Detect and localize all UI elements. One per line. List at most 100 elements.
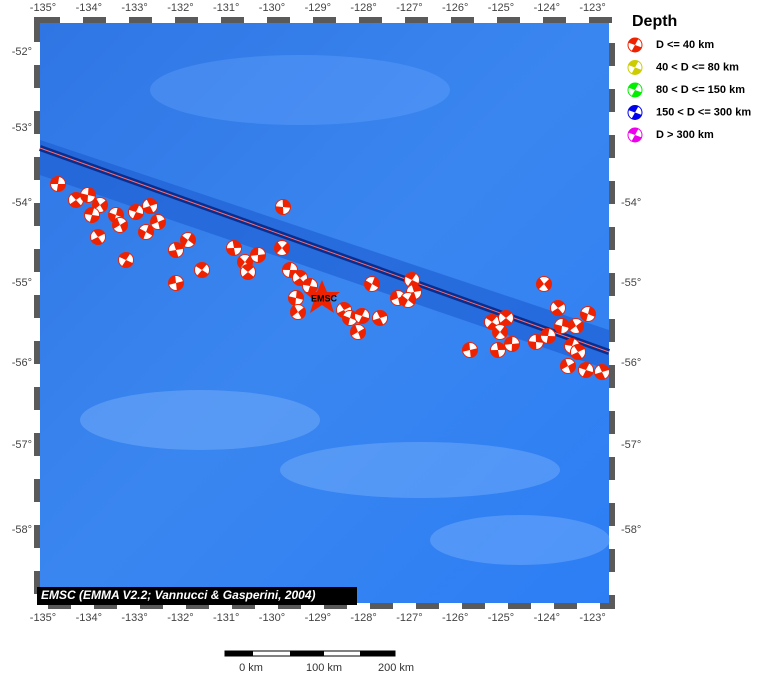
beachball-quadrant: [350, 325, 366, 339]
epicenter-star: [304, 280, 340, 313]
beachball-quadrant: [342, 310, 358, 326]
lon-label-top: -127°: [396, 2, 422, 14]
lat-label-right: -55°: [621, 277, 641, 289]
lon-label-top: -129°: [305, 2, 331, 14]
frame-ticks: [34, 17, 615, 609]
lon-label-bottom: -124°: [534, 612, 560, 624]
beachball-quadrant: [195, 262, 209, 278]
beachball-quadrant: [540, 328, 556, 344]
beachball-quadrant: [226, 240, 242, 256]
epicenter-label: EMSC: [311, 293, 338, 303]
lon-label-bottom: -130°: [259, 612, 285, 624]
beachball-quadrant: [150, 214, 166, 230]
beachball-quadrant: [372, 310, 388, 326]
lon-label-bottom: -127°: [396, 612, 422, 624]
beachball-quadrant: [92, 198, 108, 212]
beachball-quadrant: [242, 264, 254, 280]
beachball-quadrant: [337, 302, 351, 318]
beachball-quadrant: [578, 362, 594, 378]
beachball-quadrant: [274, 242, 290, 254]
beachball-quadrant: [492, 326, 508, 338]
legend-label: 40 < D <= 80 km: [656, 61, 739, 73]
beachball-quadrant: [275, 199, 291, 215]
lon-label-bottom: -123°: [579, 612, 605, 624]
fault: [39, 147, 610, 353]
beachball-quadrant: [594, 364, 610, 380]
scale-label: 0 km: [239, 662, 263, 673]
lat-label-left: -54°: [12, 197, 32, 209]
beachball-quadrant: [628, 83, 642, 97]
beachball-quadrant: [462, 342, 478, 358]
beachball-quadrant: [50, 176, 66, 192]
lon-label-top: -133°: [121, 2, 147, 14]
beachball-quadrant: [80, 187, 96, 203]
beachball-quadrant: [580, 306, 596, 322]
lon-label-bottom: -134°: [76, 612, 102, 624]
beachball-quadrant: [142, 198, 158, 214]
beachball-quadrant: [108, 207, 124, 223]
lat-label-left: -58°: [12, 524, 32, 536]
lon-label-top: -134°: [76, 2, 102, 14]
beachball-quadrant: [288, 290, 304, 306]
beachball-quadrant: [138, 225, 154, 239]
legend-label: 150 < D <= 300 km: [656, 106, 751, 118]
lon-label-bottom: -135°: [30, 612, 56, 624]
beachball-quadrant: [180, 233, 196, 247]
beachball-quadrant: [69, 192, 83, 208]
beachball-quadrant: [554, 318, 570, 334]
beachball-quadrant: [551, 300, 565, 316]
beachball-quadrant: [628, 105, 642, 120]
beachball-quadrant: [628, 128, 642, 142]
lon-label-bottom: -131°: [213, 612, 239, 624]
lon-label-top: -132°: [167, 2, 193, 14]
beachball-quadrant: [168, 275, 184, 291]
lat-label-left: -53°: [12, 122, 32, 134]
beachball-quadrant: [528, 334, 544, 350]
beachball-quadrant: [504, 336, 520, 352]
lat-label-right: -58°: [621, 524, 641, 536]
beachball-quadrant: [568, 319, 584, 333]
beachball-quadrant: [84, 207, 100, 223]
lat-label-right: -56°: [621, 357, 641, 369]
beachball-quadrant: [293, 270, 307, 286]
lon-label-bottom: -133°: [121, 612, 147, 624]
legend: D <= 40 km 40 < D <= 80 km 80 < D <= 150 k…: [627, 37, 751, 143]
beachball-quadrant: [168, 242, 184, 258]
lon-label-top: -135°: [30, 2, 56, 14]
lon-label-top: -125°: [488, 2, 514, 14]
lat-label-left: -57°: [12, 439, 32, 451]
beachball-quadrant: [119, 252, 133, 268]
credit-box: [37, 587, 357, 605]
beachball-quadrant: [490, 342, 506, 358]
relief: [80, 55, 610, 565]
beachball-quadrant: [112, 218, 128, 232]
beachball-quadrant: [571, 344, 585, 360]
lon-label-top: -128°: [350, 2, 376, 14]
lon-label-top: -131°: [213, 2, 239, 14]
beachball-quadrant: [405, 272, 419, 288]
lat-label-right: -57°: [621, 439, 641, 451]
events: [50, 176, 610, 380]
lon-label-bottom: -129°: [305, 612, 331, 624]
lon-label-top: -124°: [534, 2, 560, 14]
beachball-quadrant: [364, 277, 380, 291]
beachball-quadrant: [560, 359, 576, 373]
beachball-quadrant: [536, 277, 552, 291]
beachball-quadrant: [302, 278, 318, 294]
lon-label-bottom: -128°: [350, 612, 376, 624]
lat-label-left: -55°: [12, 277, 32, 289]
legend-label: D <= 40 km: [656, 39, 714, 51]
scale-label: 200 km: [378, 662, 414, 673]
scale-labels: 0 km 100 km 200 km: [239, 662, 414, 673]
beachball-quadrant: [91, 229, 105, 245]
scale-bar: [224, 650, 396, 657]
beachball-quadrant: [128, 204, 144, 220]
lon-label-top: -123°: [579, 2, 605, 14]
legend-label: 80 < D <= 150 km: [656, 84, 745, 96]
lat-label-left: -52°: [12, 46, 32, 58]
scale-label: 100 km: [306, 662, 342, 673]
lon-label-top: -126°: [442, 2, 468, 14]
axis-labels: -135° -135° -134° -134° -133° -133° -132° -132°…: [12, 2, 642, 624]
credit: EMSC (EMMA V2.2; Vannucci & Gasperini, 2…: [41, 588, 316, 602]
